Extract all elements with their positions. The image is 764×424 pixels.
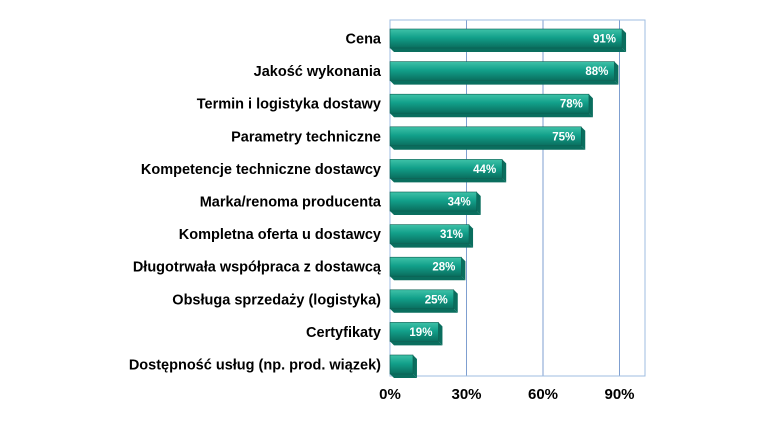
bar-11 [389,354,417,378]
bar-face [389,126,582,147]
data-label: 19% [409,327,432,339]
bar-side [581,126,586,150]
category-label: Cena [346,32,382,48]
bar-5: 44% [389,159,507,183]
bar-bottom [390,374,417,378]
bar-face [389,93,590,114]
category-label: Długotrwała współpraca z dostawcą [133,260,382,276]
data-label: 31% [440,229,463,241]
bar-bottom [390,178,507,183]
x-tick-label: 90% [604,386,634,403]
bar-bottom [390,113,593,118]
category-label: Jakość wykonania [254,64,382,80]
bar-side [588,94,593,118]
bar-side [438,322,443,346]
category-label: Certyfikaty [306,325,381,341]
x-tick-label: 30% [451,386,481,403]
bar-bottom [390,243,474,248]
bar-bottom [390,308,458,313]
bar-face [389,224,470,244]
bar-side [622,29,627,52]
category-label: Termin i logistyka dostawy [197,97,381,113]
bar-7: 31% [389,224,474,248]
bar-bottom [390,341,443,346]
data-label: 75% [552,131,575,143]
category-label: Parametry techniczne [231,129,381,145]
bar-side [614,61,619,85]
bar-bottom [390,48,627,52]
category-labels: Cena Jakość wykonania Termin i logistyka d… [129,32,382,374]
data-label: 44% [473,164,496,176]
category-label: Kompetencje techniczne dostawcy [141,162,381,178]
x-tick-label: 60% [528,386,558,403]
bar-face [389,61,615,81]
category-label: Marka/renoma producenta [200,195,382,211]
x-tick-label: 0% [379,386,401,403]
bar-side [502,159,507,183]
bar-3: 78% [389,93,593,118]
bar-face [389,322,439,342]
bar-face [389,191,477,212]
bar-bottom [390,276,466,281]
data-label: 28% [432,262,455,274]
x-axis-tick-labels: 0% 30% 60% 90% [379,386,634,403]
bar-face [389,28,623,49]
category-label: Obsługa sprzedaży (logistyka) [172,292,381,308]
category-label: Dostępność usług (np. prod. wiązek) [129,358,381,374]
bar-2: 88% [389,61,619,85]
bar-6: 34% [389,191,481,215]
bar-bottom [390,80,619,85]
bar-8: 28% [389,256,466,281]
bar-side [453,289,458,313]
data-label: 34% [448,197,471,209]
bar-10: 19% [389,322,443,346]
data-label: 88% [585,66,608,78]
data-label: 25% [425,294,448,306]
category-label: Kompletna oferta u dostawcy [179,227,381,243]
bar-side [412,355,417,378]
bar-face [389,159,503,179]
bar-bottom [390,211,481,215]
bar-face [389,354,414,375]
bar-side [476,192,481,215]
data-label: 91% [593,34,616,46]
data-label: 78% [560,99,583,111]
bar-9: 25% [389,289,458,313]
bar-face [389,289,455,310]
bar-bottom [390,145,586,150]
bars: 91% 88% 78% 75% 44% 34% 31% 28% 25% 19% [389,28,627,378]
bar-face [389,256,462,277]
bar-1: 91% [389,28,627,52]
bar-side [469,224,474,248]
bar-side [461,257,466,281]
bar-4: 75% [389,126,586,150]
